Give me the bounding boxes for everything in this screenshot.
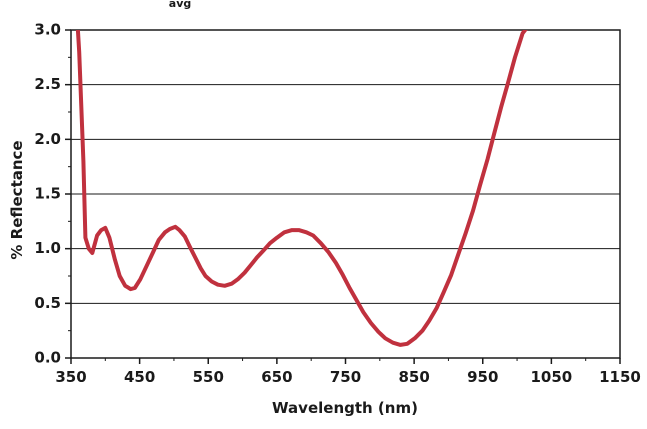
x-tick-label: 550 — [193, 368, 224, 386]
y-tick-label: 1.0 — [34, 239, 61, 257]
axis-ticks — [65, 29, 621, 364]
x-tick-label: 1050 — [531, 368, 573, 386]
x-tick-label: 850 — [398, 368, 429, 386]
x-tick-label: 650 — [261, 368, 292, 386]
series-line — [75, 30, 528, 347]
gridlines — [71, 84, 620, 304]
x-tick-label: 1150 — [599, 368, 641, 386]
x-tick-label: 450 — [124, 368, 155, 386]
x-tick-labels: 350 450 550 650 750 850 950 1050 1150 — [55, 368, 641, 386]
x-tick-label: 350 — [55, 368, 86, 386]
y-tick-labels: 0.0 0.5 1.0 1.5 2.0 2.5 3.0 — [34, 21, 61, 367]
x-tick-label: 750 — [330, 368, 361, 386]
y-tick-label: 2.5 — [34, 75, 61, 93]
y-tick-label: 2.0 — [34, 130, 61, 148]
top-label-fragment: avg — [169, 0, 191, 10]
y-tick-label: 0.0 — [34, 349, 61, 367]
y-axis-title: % Reflectance — [8, 140, 26, 259]
y-tick-label: 1.5 — [34, 185, 61, 203]
series-layer — [75, 30, 528, 347]
y-tick-label: 3.0 — [34, 21, 61, 39]
plot-frame — [70, 29, 621, 359]
y-tick-label: 0.5 — [34, 294, 61, 312]
x-tick-label: 950 — [467, 368, 498, 386]
x-axis-title: Wavelength (nm) — [272, 399, 418, 417]
